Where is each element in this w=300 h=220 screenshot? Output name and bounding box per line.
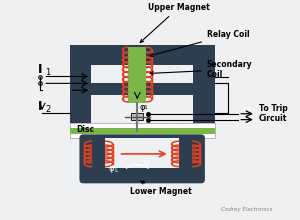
Text: I: I <box>38 100 43 113</box>
Text: Disc: Disc <box>76 125 94 134</box>
Text: 1: 1 <box>143 105 147 110</box>
FancyBboxPatch shape <box>70 45 215 67</box>
FancyBboxPatch shape <box>83 138 105 168</box>
Text: Upper Magnet: Upper Magnet <box>140 3 210 42</box>
Text: φ: φ <box>139 103 145 112</box>
FancyBboxPatch shape <box>105 138 179 168</box>
FancyBboxPatch shape <box>131 113 143 120</box>
FancyBboxPatch shape <box>128 47 146 103</box>
Text: To Trip
Circuit: To Trip Circuit <box>259 104 287 123</box>
FancyBboxPatch shape <box>70 123 215 138</box>
Text: Secondary
Coil: Secondary Coil <box>150 60 253 79</box>
FancyBboxPatch shape <box>91 65 193 83</box>
FancyBboxPatch shape <box>80 134 205 183</box>
FancyBboxPatch shape <box>193 45 215 123</box>
FancyBboxPatch shape <box>70 83 215 97</box>
FancyBboxPatch shape <box>91 95 193 123</box>
FancyBboxPatch shape <box>83 168 201 179</box>
FancyBboxPatch shape <box>70 45 215 65</box>
FancyBboxPatch shape <box>70 128 215 134</box>
Text: I: I <box>38 63 43 76</box>
FancyBboxPatch shape <box>179 138 201 168</box>
Text: Codrey Electronics: Codrey Electronics <box>220 207 272 212</box>
FancyBboxPatch shape <box>70 45 91 123</box>
FancyBboxPatch shape <box>154 67 193 97</box>
FancyBboxPatch shape <box>193 45 215 123</box>
Text: 2: 2 <box>45 105 50 114</box>
Text: Relay Coil: Relay Coil <box>150 30 250 57</box>
Text: 1: 1 <box>45 68 50 77</box>
Text: φ: φ <box>109 164 114 173</box>
Text: L: L <box>115 168 118 173</box>
Text: Lower Magnet: Lower Magnet <box>130 181 192 196</box>
FancyBboxPatch shape <box>70 45 91 123</box>
FancyBboxPatch shape <box>70 83 215 95</box>
FancyBboxPatch shape <box>91 67 130 97</box>
